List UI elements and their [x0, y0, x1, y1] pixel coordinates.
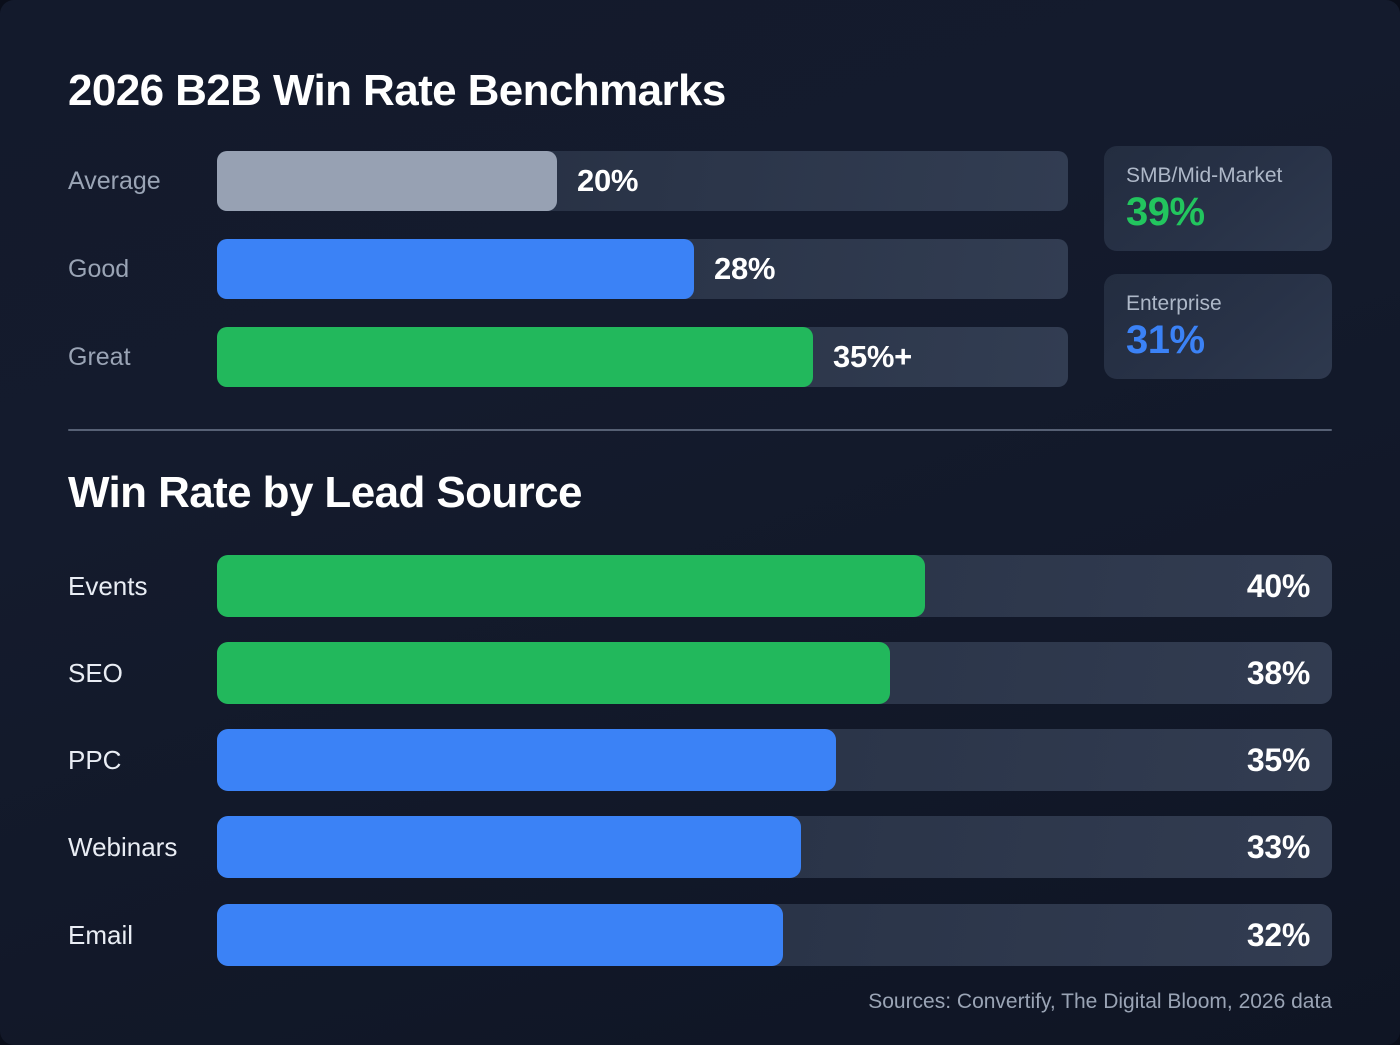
lead-source-label: SEO [68, 658, 123, 688]
benchmark-row: Great 35%+ [68, 327, 1068, 387]
lead-source-value: 35% [1246, 742, 1310, 778]
benchmark-track: 28% [217, 239, 1068, 299]
lead-source-value: 32% [1246, 917, 1310, 953]
lead-source-bar-fill [217, 729, 836, 791]
lead-source-label: Events [68, 571, 148, 601]
lead-source-bar-fill [217, 642, 890, 704]
benchmark-bar-fill [217, 327, 813, 387]
lead-source-bar-fill [217, 904, 783, 966]
page-title: 2026 B2B Win Rate Benchmarks [68, 66, 726, 115]
stat-card: Enterprise 31% [1104, 274, 1332, 379]
lead-source-row: Events 40% [68, 555, 1332, 617]
lead-source-row: Webinars 33% [68, 816, 1332, 878]
benchmark-bar-fill [217, 151, 557, 211]
benchmark-bar-fill [217, 239, 694, 299]
lead-source-value: 38% [1246, 655, 1310, 691]
sources-note: Sources: Convertify, The Digital Bloom, … [868, 990, 1332, 1013]
lead-source-row: Email 32% [68, 904, 1332, 966]
lead-source-label: PPC [68, 745, 122, 775]
section-title-lead-source: Win Rate by Lead Source [68, 468, 583, 517]
stat-card-value: 31% [1126, 318, 1205, 362]
section-divider [68, 429, 1332, 431]
lead-source-track: 35% [217, 729, 1332, 791]
benchmark-value: 28% [714, 251, 776, 286]
benchmark-value: 20% [577, 163, 639, 198]
stat-card-label: SMB/Mid-Market [1126, 164, 1283, 187]
lead-source-bar-fill [217, 816, 801, 878]
lead-source-track: 40% [217, 555, 1332, 617]
benchmark-track: 35%+ [217, 327, 1068, 387]
lead-source-bar-fill [217, 555, 925, 617]
benchmark-row: Average 20% [68, 151, 1068, 211]
stat-card-label: Enterprise [1126, 292, 1222, 315]
benchmark-label: Great [68, 343, 131, 371]
stat-card-value: 39% [1126, 190, 1205, 234]
lead-source-track: 38% [217, 642, 1332, 704]
lead-source-track: 33% [217, 816, 1332, 878]
lead-source-value: 40% [1246, 568, 1310, 604]
lead-source-label: Email [68, 920, 134, 950]
benchmark-value: 35%+ [833, 339, 912, 374]
lead-source-value: 33% [1246, 829, 1310, 865]
benchmark-label: Average [68, 167, 161, 195]
lead-source-row: SEO 38% [68, 642, 1332, 704]
benchmark-label: Good [68, 255, 130, 283]
lead-source-label: Webinars [68, 832, 178, 862]
lead-source-track: 32% [217, 904, 1332, 966]
stat-card: SMB/Mid-Market 39% [1104, 146, 1332, 251]
benchmark-track: 20% [217, 151, 1068, 211]
benchmark-row: Good 28% [68, 239, 1068, 299]
lead-source-row: PPC 35% [68, 729, 1332, 791]
